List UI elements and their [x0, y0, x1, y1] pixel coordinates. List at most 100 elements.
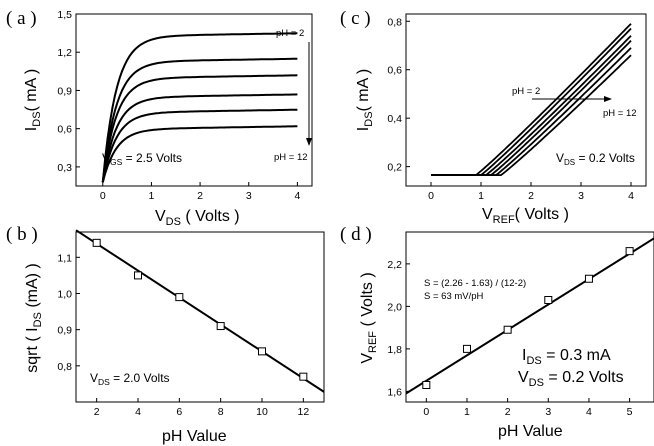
panel-b-xlabel: pH Value	[162, 428, 227, 445]
panel-a-ph-bottom: pH = 12	[274, 152, 308, 163]
panel-b-vds: VDS = 2.0 Volts	[90, 371, 170, 387]
panel-a-curves	[101, 32, 298, 183]
panel-d-ytick-label: 2,0	[387, 301, 402, 313]
panel-b-point	[258, 347, 266, 356]
panel-a-arrow-head	[306, 138, 312, 146]
panel-d-vds: VDS = 0.2 Volts	[518, 369, 624, 389]
panel-a-ylabel: IDS( mA )	[23, 69, 43, 131]
panel-d-xtick-label: 5	[627, 406, 633, 418]
panel-d-xtick-label: 0	[423, 406, 429, 418]
panel-b-marks	[75, 229, 325, 393]
panel-d-letter: ( d )	[340, 224, 372, 245]
panel-b-xtick-label: 10	[256, 406, 268, 418]
panel-b-xtick-label: 4	[135, 406, 141, 418]
panel-d-point	[462, 344, 471, 353]
panel-d-marks	[405, 237, 654, 395]
panel-b-xtick-label: 6	[176, 406, 182, 418]
panel-d-fit-line	[405, 237, 654, 395]
panel-b-point	[216, 322, 225, 331]
panel-d-point	[422, 381, 431, 389]
panel-b-point	[92, 238, 101, 247]
panel-d-slope: S = 63 mV/pH	[424, 291, 484, 302]
panel-c-ytick-label: 0,2	[387, 162, 402, 174]
panel-a-curve	[101, 57, 298, 183]
panel-a-ytick-label: 1,2	[57, 47, 72, 59]
panel-b-xtick-label: 8	[218, 406, 224, 418]
panel-c-ytick-label: 0,4	[387, 113, 402, 125]
panel-c-arrow-head	[604, 96, 612, 102]
panel-d-ytick-label: 2,2	[387, 259, 402, 271]
panel-d-xtick-label: 2	[505, 406, 511, 418]
panel-a-xtick-label: 1	[149, 190, 155, 202]
panel-a-xtick-label: 4	[294, 190, 300, 202]
panel-a-ytick-label: 0,9	[57, 85, 72, 97]
panel-c-vds: VDS = 0.2 Volts	[556, 151, 635, 167]
panel-c-xlabel: VREF( Volts )	[482, 206, 569, 226]
panel-a-ph-top: pH = 2	[276, 28, 304, 39]
panel-a: ( a ) 0 1 2 3 4 0,3 0,6 0,9 1,2 1,5 pH = 2 pH = 1…	[6, 8, 313, 228]
panel-d-ylabel: VREF ( Volts )	[359, 272, 379, 363]
panel-c-xtick-label: 4	[628, 190, 634, 202]
panel-d-formula: S = (2.26 - 1.63) / (12-2)	[424, 278, 526, 289]
panel-c-xtick-label: 0	[428, 190, 434, 202]
panel-d-ytick-label: 1,8	[387, 344, 402, 356]
panel-d-xtick-label: 4	[586, 406, 592, 418]
panel-a-vgs: VGS = 2.5 Volts	[102, 151, 182, 167]
panel-d-frame	[405, 231, 654, 403]
panel-d: ( d ) 0 1 2 3 4 5 1,6 1,8 2,0 2,2 S = (2.26 - 1.6…	[340, 224, 654, 440]
panel-a-xtick-label: 3	[246, 190, 252, 202]
panel-c-letter: ( c )	[340, 8, 371, 29]
panel-d-point	[625, 247, 634, 256]
panel-d-xtick-label: 3	[545, 406, 551, 418]
panel-d-xtick-label: 1	[464, 406, 470, 418]
panel-b-frame	[75, 231, 325, 403]
panel-b: ( b ) 2 4 6 8 10 12 0,8 0,9 1,0 1,1 VDS = 2.0 Vol…	[6, 224, 325, 445]
panel-b-ytick-label: 0,8	[57, 361, 72, 373]
panel-a-letter: ( a )	[6, 8, 37, 29]
panel-b-ytick-label: 0,9	[57, 325, 72, 337]
panel-c: ( c ) 0 1 2 3 4 0,2 0,4 0,6 0,8 pH = 2 pH = 12 V…	[340, 8, 647, 226]
panel-b-ytick-label: 1,0	[57, 288, 72, 300]
panel-b-fit-line	[75, 229, 325, 393]
panel-c-curve	[431, 54, 632, 176]
panel-a-ytick-label: 1,5	[57, 9, 72, 21]
panel-a-curve	[101, 74, 298, 183]
panel-d-ids: IDS = 0.3 mA	[522, 347, 611, 367]
panel-a-ytick-label: 0,3	[57, 162, 72, 174]
panel-c-ph-right: pH = 12	[603, 108, 637, 119]
panel-a-xtick-label: 0	[100, 190, 106, 202]
panel-b-point	[299, 372, 308, 381]
panel-a-curve	[101, 125, 298, 183]
panel-d-xlabel: pH Value	[498, 423, 563, 440]
panel-a-ticks: 0 1 2 3 4 0,3 0,6 0,9 1,2 1,5	[57, 9, 300, 202]
panel-c-ticks: 0 1 2 3 4 0,2 0,4 0,6 0,8	[387, 16, 634, 202]
panel-a-xtick-label: 2	[197, 190, 203, 202]
panel-c-xtick-label: 2	[528, 190, 534, 202]
panel-a-curve	[101, 93, 298, 183]
panel-b-point	[134, 271, 142, 280]
panel-c-xtick-label: 3	[578, 190, 584, 202]
panel-c-frame	[405, 13, 647, 187]
panel-a-curve	[101, 108, 298, 183]
panel-c-ytick-label: 0,6	[387, 65, 402, 77]
panel-c-ph-left: pH = 2	[512, 86, 540, 97]
panel-b-ytick-label: 1,1	[57, 252, 72, 264]
panel-d-ytick-label: 1,6	[387, 386, 402, 398]
panel-a-frame	[75, 13, 313, 187]
panel-d-point	[584, 274, 593, 283]
panel-d-point	[503, 325, 512, 334]
panel-d-ticks: 0 1 2 3 4 5 1,6 1,8 2,0 2,2	[387, 259, 632, 418]
panel-d-point	[544, 296, 553, 304]
panel-a-xlabel: VDS ( Volts )	[155, 208, 240, 228]
panel-c-ylabel: IDS( mA )	[355, 69, 375, 131]
panel-a-ytick-label: 0,6	[57, 124, 72, 136]
panel-b-point	[175, 293, 184, 302]
panel-b-xtick-label: 12	[297, 406, 309, 418]
panel-a-curve	[101, 32, 298, 183]
panel-c-ytick-label: 0,8	[387, 16, 402, 28]
panel-b-ylabel: sqrt ( IDS (mA) )	[24, 263, 44, 373]
panel-c-xtick-label: 1	[478, 190, 484, 202]
panel-b-xtick-label: 2	[94, 406, 100, 418]
panel-b-ticks: 2 4 6 8 10 12 0,8 0,9 1,0 1,1	[57, 252, 309, 418]
